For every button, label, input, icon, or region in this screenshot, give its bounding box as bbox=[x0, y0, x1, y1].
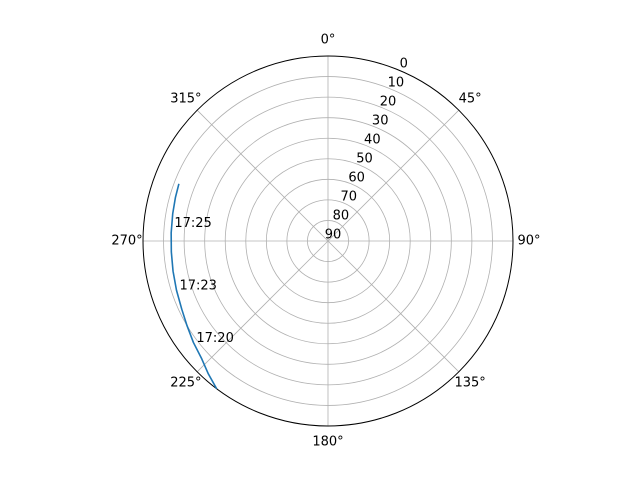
r-tick-label-70: 70 bbox=[340, 190, 357, 205]
r-tick-label-90: 90 bbox=[325, 228, 342, 243]
theta-gridline-135 bbox=[327, 240, 460, 373]
r-tick-label-80: 80 bbox=[333, 209, 350, 224]
series-line-0 bbox=[170, 183, 218, 390]
r-tick-label-60: 60 bbox=[348, 171, 365, 186]
grid-layer bbox=[142, 55, 514, 427]
time-annotation-0: 17:20 bbox=[196, 331, 233, 346]
theta-tick-label-180: 180° bbox=[312, 435, 343, 450]
r-gridline-20 bbox=[183, 96, 473, 386]
r-tick-label-0: 0 bbox=[400, 57, 408, 72]
r-tick-label-20: 20 bbox=[380, 95, 397, 110]
r-gridline-60 bbox=[265, 178, 391, 304]
theta-tick-label-0: 0° bbox=[321, 33, 336, 48]
r-tick-label-10: 10 bbox=[388, 76, 405, 91]
theta-gridline-225 bbox=[196, 240, 329, 373]
r-gridline-70 bbox=[286, 199, 370, 283]
theta-tick-label-45: 45° bbox=[459, 91, 482, 106]
time-annotation-2: 17:25 bbox=[174, 216, 211, 231]
theta-tick-label-135: 135° bbox=[454, 376, 485, 391]
r-tick-label-40: 40 bbox=[364, 133, 381, 148]
time-annotation-1: 17:23 bbox=[179, 279, 216, 294]
theta-tick-label-90: 90° bbox=[517, 234, 540, 249]
r-gridline-40 bbox=[224, 137, 432, 345]
data-layer bbox=[170, 183, 218, 390]
r-gridline-50 bbox=[245, 158, 411, 324]
theta-gridline-315 bbox=[196, 109, 329, 242]
r-gridline-30 bbox=[204, 117, 452, 365]
theta-tick-label-315: 315° bbox=[170, 91, 201, 106]
r-gridline-80 bbox=[307, 220, 349, 262]
theta-gridline-45 bbox=[327, 109, 460, 242]
r-gridline-10 bbox=[163, 76, 493, 406]
r-tick-label-30: 30 bbox=[372, 114, 389, 129]
label-layer: 0° 45° 90° 135° 180° 225° 270° 315° 0 10 20 30 40 50 6… bbox=[111, 33, 540, 450]
r-tick-label-50: 50 bbox=[356, 152, 373, 167]
theta-tick-label-225: 225° bbox=[170, 376, 201, 391]
polar-frame bbox=[142, 55, 514, 427]
theta-tick-label-270: 270° bbox=[111, 234, 142, 249]
